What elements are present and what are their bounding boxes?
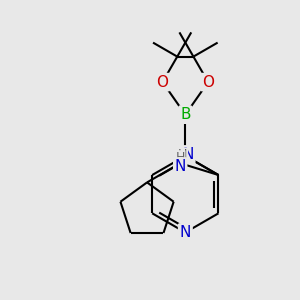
Text: H: H: [178, 148, 188, 161]
Text: N: N: [175, 159, 186, 174]
Text: N: N: [182, 147, 194, 162]
Text: H: H: [178, 148, 188, 161]
Text: O: O: [157, 75, 169, 90]
Text: H: H: [176, 151, 185, 164]
Text: O: O: [202, 75, 214, 90]
Text: B: B: [180, 107, 190, 122]
Text: N: N: [180, 225, 191, 240]
